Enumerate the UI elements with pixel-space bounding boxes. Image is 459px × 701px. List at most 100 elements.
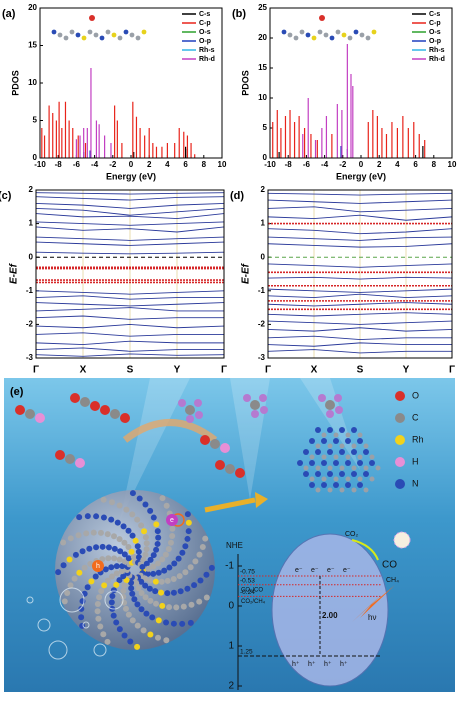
cage-atom <box>104 531 111 538</box>
cage-atom <box>109 499 116 506</box>
x-tick-label: 4 <box>165 160 170 169</box>
plot-frame <box>35 189 225 359</box>
x-tick-label: 8 <box>202 160 207 169</box>
sheet-atom <box>351 487 357 493</box>
cage-atom <box>158 578 165 585</box>
cage-atom <box>133 580 140 587</box>
legend-label: O-s <box>199 29 211 36</box>
legend-label: O-p <box>199 38 211 45</box>
cage-atom <box>164 590 171 597</box>
cage-atom <box>121 632 128 639</box>
cage-atom <box>116 626 123 633</box>
cage-atom <box>153 600 160 607</box>
cage-atom <box>61 598 68 605</box>
x-tick-label: -6 <box>303 160 311 169</box>
band-line <box>267 276 453 280</box>
cage-atom <box>153 546 160 553</box>
bubble <box>59 587 85 613</box>
arrow-head <box>255 492 268 508</box>
molecule-atom <box>260 406 268 414</box>
x-tick-label: 2 <box>377 160 382 169</box>
cage-atom <box>142 534 149 541</box>
inset-atom <box>123 29 129 35</box>
sheet-atom <box>333 454 339 460</box>
bubble <box>26 596 34 604</box>
cage-atom <box>92 573 99 580</box>
cage-atom <box>134 643 141 650</box>
band-line <box>35 202 225 209</box>
band-line <box>267 288 453 293</box>
inset-atom <box>347 35 353 41</box>
molecule-atom <box>35 413 45 423</box>
nhe-tick-label: 1 <box>228 641 234 652</box>
sphere-mark: e <box>170 517 174 524</box>
cage-atom <box>96 594 103 601</box>
hole: h⁺ <box>308 661 316 668</box>
cage-atom <box>129 532 136 539</box>
band-line <box>267 302 453 307</box>
cage-atom <box>161 567 168 574</box>
molecule-atom <box>186 415 194 423</box>
sheet-atom <box>309 476 315 482</box>
cage-atom <box>152 588 159 595</box>
inset-atom <box>57 32 63 38</box>
cage-atom <box>98 588 105 595</box>
sheet-atom <box>375 465 381 471</box>
cage-atom <box>113 570 120 577</box>
cage-atom <box>84 584 91 591</box>
cage-atom <box>147 556 154 563</box>
band-line <box>267 349 452 354</box>
cage-atom <box>121 558 128 565</box>
band-line <box>267 199 453 204</box>
cage-atom <box>164 577 171 584</box>
cage-atom <box>143 540 150 547</box>
cage-atom <box>110 612 117 619</box>
cage-atom <box>88 578 95 585</box>
sheet-atom <box>339 427 345 433</box>
molecule-atom <box>110 409 120 419</box>
inset-atom <box>365 35 371 41</box>
molecule-atom <box>90 401 100 411</box>
sheet-atom <box>369 476 375 482</box>
inset-atom <box>329 35 335 41</box>
molecule-atom <box>75 458 85 468</box>
molecule-atom <box>185 405 195 415</box>
band-line <box>267 206 453 213</box>
sheet-atom <box>321 460 327 466</box>
cage-atom <box>125 555 132 562</box>
cage-atom <box>184 511 191 518</box>
band-line <box>35 251 225 255</box>
cage-atom <box>176 573 183 580</box>
molecule-atom <box>178 399 186 407</box>
nhe-label: NHE <box>226 541 243 550</box>
cage-atom <box>154 540 161 547</box>
cage-atom <box>144 570 151 577</box>
cage-atom <box>188 601 195 608</box>
y-tick-label: -3 <box>26 353 34 362</box>
y-tick-label: 1 <box>29 219 34 228</box>
sheet-atom <box>339 443 345 449</box>
bubble <box>104 590 124 610</box>
cage-atom <box>152 578 159 585</box>
cage-atom <box>94 608 101 615</box>
inset-atom <box>117 35 123 41</box>
band-line <box>267 243 453 248</box>
band-line <box>35 315 224 320</box>
cage-atom <box>163 502 170 509</box>
cage-atom <box>141 528 148 535</box>
y-tick-label: 2 <box>29 185 34 194</box>
molecule-atom <box>55 450 65 460</box>
band-line <box>267 228 453 235</box>
cage-atom <box>64 589 71 596</box>
band-line <box>35 236 225 241</box>
cage-atom <box>142 501 149 508</box>
legend-atom <box>395 457 405 467</box>
cage-atom <box>185 528 192 535</box>
inset-atom <box>293 35 299 41</box>
cage-atom <box>100 631 107 638</box>
cycle-arrow <box>122 419 218 443</box>
molecule-atom <box>70 393 80 403</box>
inset-atom <box>305 32 311 38</box>
inset-atom <box>335 29 341 35</box>
